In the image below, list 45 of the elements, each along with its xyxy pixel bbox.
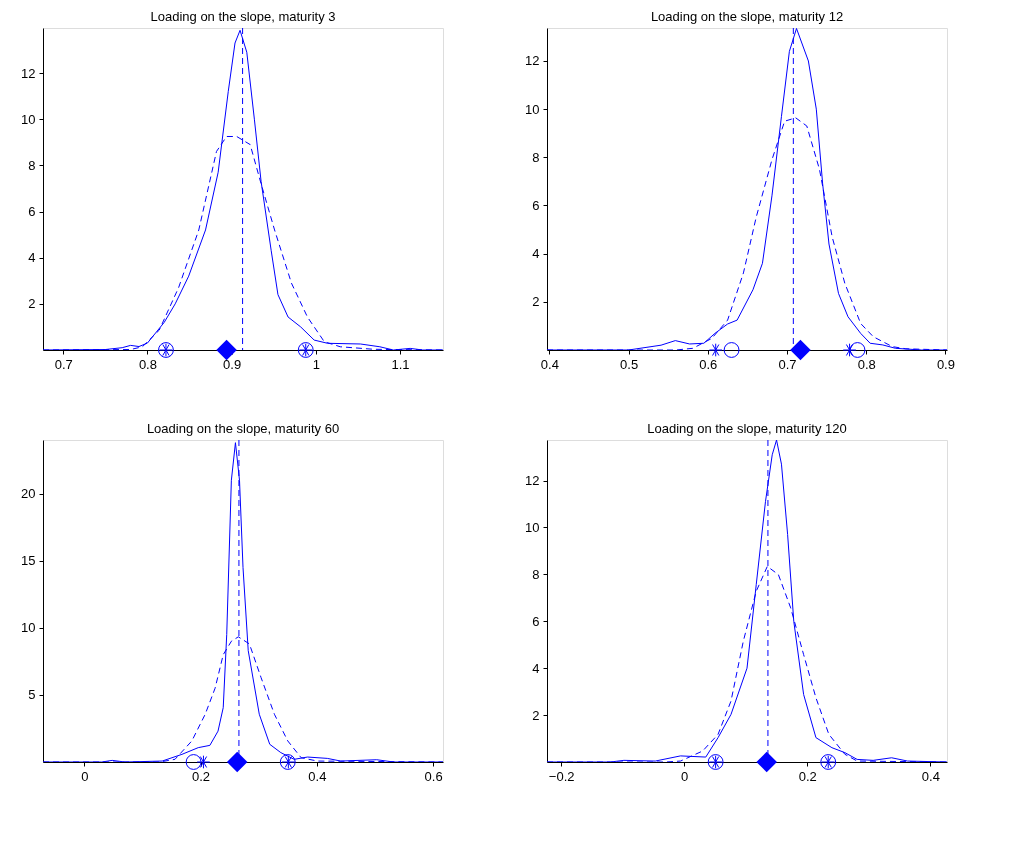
y-tick-label: 5 (28, 687, 36, 703)
x-tick-label: 1.1 (391, 356, 410, 372)
y-tick-label: 2 (28, 296, 36, 312)
x-tick-label: 0 (681, 768, 689, 784)
y-tick-label: 2 (532, 707, 540, 723)
x-tick-label: 0.2 (192, 768, 211, 784)
x-tick-label: 0 (81, 768, 89, 784)
chart-title: Loading on the slope, maturity 120 (647, 420, 847, 436)
y-tick-label: 2 (532, 294, 540, 310)
y-tick-label: 12 (525, 473, 540, 489)
y-tick-label: 20 (21, 486, 36, 502)
x-tick-label: 0.6 (699, 356, 718, 372)
y-tick-label: 4 (532, 660, 540, 676)
x-tick-label: 0.4 (308, 768, 327, 784)
x-tick-label: 0.9 (936, 356, 955, 372)
y-tick-label: 10 (525, 101, 540, 117)
x-tick-label: 0.7 (778, 356, 797, 372)
y-tick-label: 6 (532, 613, 540, 629)
x-tick-label: 0.4 (921, 768, 940, 784)
y-tick-label: 10 (21, 111, 36, 127)
chart-title: Loading on the slope, maturity 3 (150, 8, 336, 24)
y-tick-label: 12 (525, 53, 540, 69)
x-tick-label: 0.2 (798, 768, 817, 784)
x-tick-label: 0.4 (540, 356, 559, 372)
y-tick-label: 10 (525, 519, 540, 535)
y-tick-label: 8 (532, 566, 540, 582)
x-tick-label: 0.8 (138, 356, 157, 372)
y-tick-label: 6 (28, 204, 36, 220)
x-tick-label: 0.5 (620, 356, 639, 372)
x-tick-label: 1 (312, 356, 320, 372)
y-tick-label: 15 (21, 553, 36, 569)
y-tick-label: 10 (21, 620, 36, 636)
y-tick-label: 8 (532, 149, 540, 165)
x-tick-label: 0.6 (424, 768, 443, 784)
x-tick-label: 0.9 (223, 356, 242, 372)
y-tick-label: 6 (532, 198, 540, 213)
x-tick-label: 0.7 (54, 356, 73, 372)
x-tick-label: −0.2 (548, 768, 575, 784)
y-tick-label: 12 (21, 65, 36, 81)
chart-title: Loading on the slope, maturity 12 (650, 8, 844, 24)
y-tick-label: 4 (532, 246, 540, 262)
y-tick-label: 8 (28, 157, 36, 173)
y-tick-label: 4 (28, 250, 36, 266)
chart-title: Loading on the slope, maturity 60 (146, 420, 340, 436)
x-tick-label: 0.8 (857, 356, 876, 372)
